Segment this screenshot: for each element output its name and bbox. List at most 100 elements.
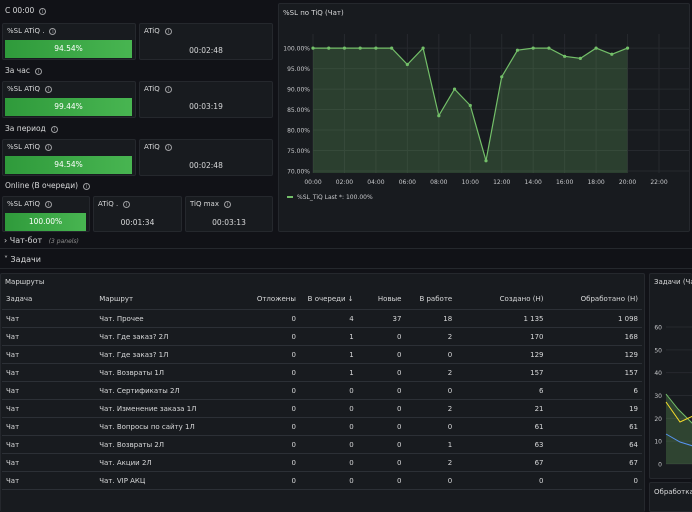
- info-icon[interactable]: i: [164, 27, 172, 35]
- stat-panel-sl-hour: %SL ATiQ i 99.44%: [2, 81, 136, 118]
- series-area: [313, 48, 628, 173]
- column-header-in-queue[interactable]: В очереди ↓: [299, 289, 358, 310]
- column-header-task[interactable]: Задача: [2, 289, 96, 310]
- table-cell: 64: [547, 435, 642, 454]
- table-cell: 0: [244, 417, 300, 436]
- table-cell: Чат. Где заказ? 1Л: [95, 345, 245, 364]
- stat-title: ATiQ .i: [98, 200, 131, 208]
- table-cell: Чат. VIP АКЦ: [95, 471, 245, 490]
- table-cell: 4: [299, 309, 358, 328]
- info-icon[interactable]: i: [44, 143, 52, 151]
- processing-panel: Обработка: [649, 482, 692, 512]
- table-cell: Чат: [2, 417, 96, 436]
- table-row[interactable]: Чат Чат. Возвраты 2Л 0 0 0 1 63 64: [2, 435, 642, 454]
- data-point: [311, 46, 315, 50]
- y-tick-label: 80.00%: [287, 128, 310, 135]
- data-point: [578, 56, 582, 60]
- x-tick-label: 08:00: [430, 179, 447, 186]
- info-icon[interactable]: i: [50, 125, 58, 133]
- table-row[interactable]: Чат Чат. Изменение заказа 1Л 0 0 0 2 21 19: [2, 399, 642, 418]
- table-cell: Чат. Возвраты 1Л: [95, 363, 245, 382]
- table-row[interactable]: Чат Чат. VIP АКЦ 0 0 0 0 0 0: [2, 471, 642, 490]
- data-point: [500, 75, 504, 79]
- data-point: [594, 46, 598, 50]
- stat-value: 00:01:34: [120, 218, 155, 227]
- stat-title: ATiQ i: [144, 143, 172, 151]
- table-row[interactable]: Чат Чат. Вопросы по сайту 1Л 0 0 0 0 61 61: [2, 417, 642, 436]
- table-cell: 0: [357, 363, 406, 382]
- table-cell: 0: [244, 399, 300, 418]
- panel-title: Обработка: [654, 488, 692, 496]
- column-header-in-work[interactable]: В работе: [405, 289, 457, 310]
- stat-title: %SL ATiQ i: [7, 200, 52, 208]
- info-icon[interactable]: i: [34, 67, 42, 75]
- info-icon[interactable]: i: [164, 85, 172, 93]
- table-cell: 1: [299, 345, 358, 364]
- table-cell: Чат: [2, 381, 96, 400]
- sl-line-chart[interactable]: 100.00% 95.00% 90.00% 85.00% 80.00% 75.00% 70.…: [279, 4, 689, 231]
- table-row[interactable]: Чат Чат. Где заказ? 1Л 0 1 0 0 129 129: [2, 345, 642, 364]
- table-cell: 0: [405, 345, 457, 364]
- info-icon[interactable]: i: [123, 200, 131, 208]
- series-line: [665, 433, 692, 447]
- table-row[interactable]: Чат Чат. Сертификаты 2Л 0 0 0 0 6 6: [2, 381, 642, 400]
- data-point: [421, 46, 425, 50]
- table-cell: 1: [299, 363, 358, 382]
- table-cell: 0: [357, 327, 406, 346]
- table-cell: 6: [547, 381, 642, 400]
- stat-title: ATiQ i: [144, 85, 172, 93]
- table-cell: Чат: [2, 399, 96, 418]
- table-cell: 0: [357, 399, 406, 418]
- row-toggle-chatbot[interactable]: › Чат-бот (3 panels): [4, 236, 79, 245]
- stat-title: ATiQ i: [144, 27, 172, 35]
- table-row[interactable]: Чат Чат. Возвраты 1Л 0 1 0 2 157 157: [2, 363, 642, 382]
- info-icon[interactable]: i: [224, 200, 231, 208]
- column-header-new[interactable]: Новые: [357, 289, 406, 310]
- row-toggle-tasks[interactable]: ˅ Задачи: [4, 255, 41, 264]
- y-tick-label: 30: [654, 393, 662, 400]
- table-row[interactable]: Чат Чат. Прочее 0 4 37 18 1 135 1 098: [2, 309, 642, 328]
- y-tick-label: 20: [654, 416, 662, 423]
- table-cell: 0: [299, 435, 358, 454]
- table-cell: Чат. Вопросы по сайту 1Л: [95, 417, 245, 436]
- column-header-postponed[interactable]: Отложены: [244, 289, 300, 310]
- table-cell: Чат. Прочее: [95, 309, 245, 328]
- column-header-processed[interactable]: Обработано (Н): [547, 289, 642, 310]
- info-icon[interactable]: i: [39, 7, 47, 15]
- table-cell: 2: [405, 363, 457, 382]
- info-icon[interactable]: i: [49, 27, 57, 35]
- section-title-online: Online (В очереди) i: [5, 181, 91, 190]
- table-row[interactable]: Чат Чат. Акции 2Л 0 0 0 2 67 67: [2, 453, 642, 472]
- table-title: Маршруты: [5, 278, 45, 286]
- stat-value: 00:02:48: [189, 46, 223, 55]
- x-tick-label: 18:00: [587, 179, 604, 186]
- column-header-created[interactable]: Создано (Н): [456, 289, 548, 310]
- stat-panel-atiq-period: ATiQ i 00:02:48: [139, 139, 273, 176]
- stat-panel-tiq-max: TiQ max i 00:03:13: [185, 196, 273, 232]
- tasks-chart[interactable]: 60 50 40 30 20 10 0: [650, 274, 692, 479]
- info-icon[interactable]: i: [164, 143, 172, 151]
- table-cell: 67: [547, 453, 642, 472]
- series-area: [666, 394, 692, 464]
- table-cell: 0: [244, 327, 300, 346]
- data-point: [563, 54, 567, 58]
- stat-panel-atiq-hour: ATiQ i 00:03:19: [139, 81, 273, 118]
- table-row[interactable]: Чат Чат. Где заказ? 2Л 0 1 0 2 170 168: [2, 327, 642, 346]
- stat-value: 00:03:19: [189, 102, 223, 111]
- table-cell: Чат. Сертификаты 2Л: [95, 381, 245, 400]
- stat-value: 00:03:13: [212, 218, 246, 227]
- info-icon[interactable]: i: [44, 85, 52, 93]
- table-cell: 61: [547, 417, 642, 436]
- data-point: [531, 46, 535, 50]
- table-cell: 0: [299, 417, 358, 436]
- column-header-route[interactable]: Маршрут: [95, 289, 245, 310]
- table-cell: 0: [357, 345, 406, 364]
- stat-value-bar: 100.00%: [5, 213, 86, 231]
- tasks-chart-panel: Задачи (Ча 60 50 40 30 20 10 0: [649, 273, 692, 479]
- stat-panel-atiq-online: ATiQ .i 00:01:34: [93, 196, 182, 232]
- table-cell: 129: [547, 345, 642, 364]
- table-cell: 0: [299, 471, 358, 490]
- info-icon[interactable]: i: [83, 182, 91, 190]
- info-icon[interactable]: i: [44, 200, 52, 208]
- table-cell: 157: [456, 363, 548, 382]
